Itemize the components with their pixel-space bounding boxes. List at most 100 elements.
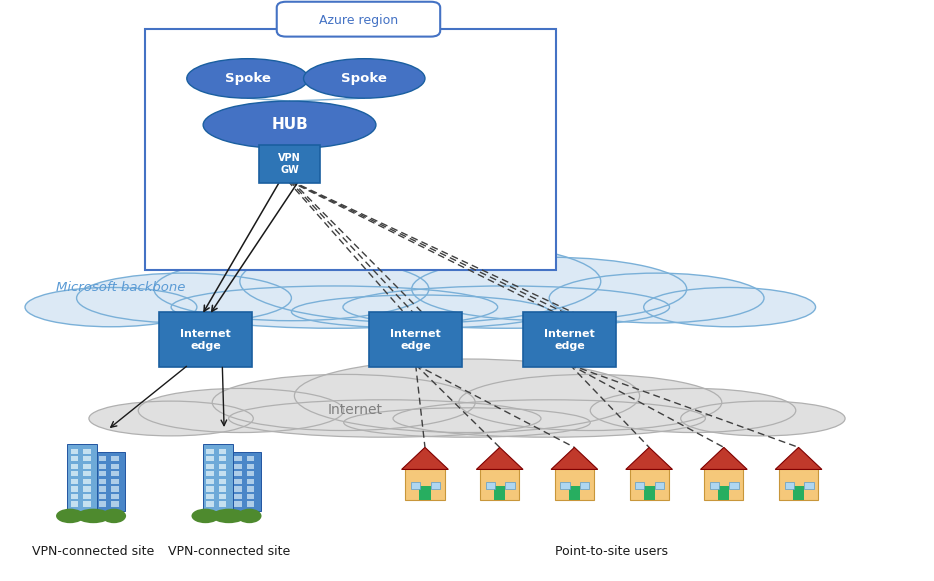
FancyBboxPatch shape (630, 469, 669, 500)
FancyBboxPatch shape (99, 494, 106, 499)
FancyBboxPatch shape (710, 482, 719, 489)
Text: Internet
edge: Internet edge (390, 329, 441, 351)
Ellipse shape (77, 273, 291, 323)
FancyBboxPatch shape (259, 145, 320, 183)
FancyBboxPatch shape (219, 494, 226, 499)
FancyBboxPatch shape (793, 486, 804, 500)
FancyBboxPatch shape (67, 444, 97, 511)
FancyBboxPatch shape (480, 469, 519, 500)
Text: VPN-connected site: VPN-connected site (33, 546, 154, 558)
FancyBboxPatch shape (99, 456, 106, 461)
FancyBboxPatch shape (247, 471, 254, 476)
FancyBboxPatch shape (234, 486, 242, 492)
FancyBboxPatch shape (99, 486, 106, 492)
Ellipse shape (171, 286, 498, 328)
FancyBboxPatch shape (486, 482, 495, 489)
FancyBboxPatch shape (247, 494, 254, 499)
FancyBboxPatch shape (560, 482, 570, 489)
Text: Spoke: Spoke (224, 72, 271, 85)
Ellipse shape (644, 288, 815, 327)
FancyBboxPatch shape (83, 464, 91, 469)
Text: Internet
edge: Internet edge (545, 329, 595, 351)
Ellipse shape (102, 509, 126, 523)
Polygon shape (700, 447, 747, 469)
FancyBboxPatch shape (419, 486, 431, 500)
FancyBboxPatch shape (369, 313, 462, 368)
Ellipse shape (240, 240, 601, 323)
FancyBboxPatch shape (219, 486, 226, 492)
FancyBboxPatch shape (219, 449, 226, 454)
FancyBboxPatch shape (206, 464, 214, 469)
FancyBboxPatch shape (655, 482, 664, 489)
FancyBboxPatch shape (234, 501, 242, 507)
FancyBboxPatch shape (111, 479, 119, 484)
FancyBboxPatch shape (71, 464, 78, 469)
Ellipse shape (154, 257, 429, 321)
FancyBboxPatch shape (83, 486, 91, 492)
FancyBboxPatch shape (206, 486, 214, 492)
FancyBboxPatch shape (523, 313, 616, 368)
Ellipse shape (229, 400, 541, 437)
FancyBboxPatch shape (206, 494, 214, 499)
FancyBboxPatch shape (219, 456, 226, 461)
Ellipse shape (204, 101, 375, 149)
FancyBboxPatch shape (111, 501, 119, 507)
Ellipse shape (212, 509, 246, 523)
Ellipse shape (89, 401, 253, 436)
FancyBboxPatch shape (111, 471, 119, 476)
FancyBboxPatch shape (145, 29, 556, 270)
Text: Spoke: Spoke (341, 72, 388, 85)
Ellipse shape (212, 374, 475, 431)
FancyBboxPatch shape (219, 479, 226, 484)
FancyBboxPatch shape (206, 471, 214, 476)
FancyBboxPatch shape (83, 479, 91, 484)
FancyBboxPatch shape (411, 482, 420, 489)
FancyBboxPatch shape (71, 501, 78, 507)
FancyBboxPatch shape (718, 486, 729, 500)
FancyBboxPatch shape (71, 486, 78, 492)
FancyBboxPatch shape (785, 482, 794, 489)
FancyBboxPatch shape (580, 482, 589, 489)
FancyBboxPatch shape (644, 486, 655, 500)
FancyBboxPatch shape (234, 464, 242, 469)
Ellipse shape (291, 295, 549, 328)
Ellipse shape (344, 408, 590, 437)
FancyBboxPatch shape (569, 486, 580, 500)
FancyBboxPatch shape (111, 494, 119, 499)
FancyBboxPatch shape (431, 482, 440, 489)
FancyBboxPatch shape (111, 486, 119, 492)
FancyBboxPatch shape (99, 464, 106, 469)
Ellipse shape (412, 257, 686, 321)
Text: VPN
GW: VPN GW (278, 153, 301, 175)
Ellipse shape (459, 374, 722, 431)
FancyBboxPatch shape (635, 482, 644, 489)
FancyBboxPatch shape (219, 501, 226, 507)
FancyBboxPatch shape (99, 479, 106, 484)
FancyBboxPatch shape (704, 469, 743, 500)
FancyBboxPatch shape (99, 501, 106, 507)
Ellipse shape (25, 288, 197, 327)
Text: Microsoft backbone: Microsoft backbone (56, 281, 186, 294)
FancyBboxPatch shape (234, 494, 242, 499)
Ellipse shape (590, 389, 796, 432)
FancyBboxPatch shape (219, 464, 226, 469)
FancyBboxPatch shape (729, 482, 739, 489)
FancyBboxPatch shape (111, 456, 119, 461)
Polygon shape (775, 447, 822, 469)
FancyBboxPatch shape (71, 471, 78, 476)
FancyBboxPatch shape (99, 471, 106, 476)
FancyBboxPatch shape (231, 453, 261, 511)
FancyBboxPatch shape (71, 449, 78, 454)
FancyBboxPatch shape (234, 471, 242, 476)
FancyBboxPatch shape (71, 456, 78, 461)
Polygon shape (476, 447, 523, 469)
Text: Internet
edge: Internet edge (180, 329, 231, 351)
FancyBboxPatch shape (206, 479, 214, 484)
FancyBboxPatch shape (247, 486, 254, 492)
FancyBboxPatch shape (219, 471, 226, 476)
FancyBboxPatch shape (71, 494, 78, 499)
FancyBboxPatch shape (247, 464, 254, 469)
Ellipse shape (681, 401, 845, 436)
FancyBboxPatch shape (83, 471, 91, 476)
FancyBboxPatch shape (247, 479, 254, 484)
